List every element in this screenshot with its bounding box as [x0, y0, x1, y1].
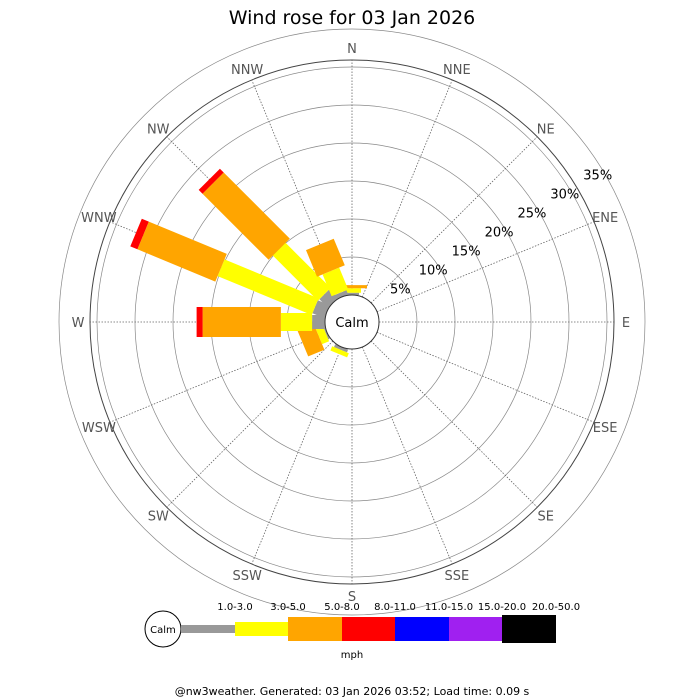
legend: Calm 1.0-3.0 3.0-5.0 5.0-8.0 8.0-11.0 11.0-15…: [144, 602, 580, 661]
legend-label: 15.0-20.0: [478, 602, 526, 613]
ring-label: 15%: [452, 245, 481, 260]
bar-wnw-bin-2: [137, 221, 227, 282]
bar-n-bin-0: [345, 292, 359, 295]
direction-label: NW: [147, 122, 170, 137]
direction-label: W: [72, 316, 85, 331]
bar-wnw-bin-1: [217, 259, 319, 315]
ring-labels: 5% 10% 15% 20%25% 30% 35%: [390, 169, 612, 298]
legend-label: 11.0-15.0: [425, 602, 473, 613]
bar-w-bin-3: [196, 307, 203, 337]
bar-nw-bin-3: [198, 168, 224, 194]
bar-nw-bin-2: [202, 172, 290, 260]
direction-spoke: [370, 136, 538, 304]
bar-ssw-bin-1: [330, 346, 349, 358]
legend-calm-label: Calm: [150, 625, 176, 636]
chart-title: Wind rose for 03 Jan 2026: [229, 7, 476, 29]
legend-swatch: [449, 617, 502, 641]
bar-w-bin-2: [202, 307, 281, 337]
bar-wnw-bin-3: [130, 218, 149, 250]
legend-label: 20.0-50.0: [532, 602, 580, 613]
bar-nnw-bin-0: [333, 290, 349, 300]
legend-swatch: [288, 617, 342, 641]
ring-label: 5%: [390, 283, 411, 298]
bar-ssw-bin-0: [334, 344, 349, 353]
direction-label: SW: [148, 510, 169, 525]
legend-unit: mph: [341, 650, 363, 661]
legend-swatch: [181, 625, 235, 633]
bar-nw-bin-1: [272, 242, 331, 301]
direction-label: SSE: [444, 569, 469, 584]
bar-w-bin-0: [312, 315, 325, 329]
bar-w-bin-1: [280, 313, 313, 331]
legend-swatch: [395, 617, 449, 641]
bar-wsw-bin-0: [323, 325, 330, 340]
ring-label: 30%: [550, 188, 579, 203]
direction-spoke: [361, 79, 453, 298]
legend-swatch: [342, 617, 395, 641]
bar-nnw-bin-2: [306, 238, 345, 277]
legend-swatch: [235, 622, 288, 636]
direction-spoke: [251, 346, 343, 565]
wind-bars: [130, 168, 367, 358]
legend-swatch: [502, 615, 556, 643]
direction-label: ESE: [593, 421, 618, 436]
direction-spoke: [370, 340, 538, 508]
legend-label: 3.0-5.0: [270, 602, 305, 613]
direction-label: WNW: [81, 211, 117, 226]
ring-label: 35%: [583, 169, 612, 184]
direction-label: S: [348, 590, 356, 605]
direction-spoke: [166, 340, 334, 508]
direction-spoke: [109, 331, 328, 423]
ring-label: 25%: [517, 207, 546, 222]
direction-label: WSW: [82, 421, 116, 436]
direction-label: SSW: [232, 569, 262, 584]
direction-label: NNW: [231, 63, 263, 78]
legend-label: 1.0-3.0: [217, 602, 252, 613]
direction-spoke: [376, 331, 595, 423]
legend-label: 8.0-11.0: [374, 602, 416, 613]
direction-label: NNE: [443, 63, 471, 78]
calm-label: Calm: [335, 316, 368, 331]
direction-label: ENE: [592, 211, 618, 226]
bar-wsw-bin-1: [315, 324, 330, 345]
ring-label: 10%: [419, 264, 448, 279]
bar-nnw-bin-1: [322, 267, 349, 297]
direction-labels: N NNE NE ENE E ESE SE SSE S SSW SW WSW W WNW NW NNW: [72, 42, 631, 605]
grid-ring: [58, 28, 646, 616]
grid-ring: [172, 142, 532, 502]
direction-label: E: [622, 316, 630, 331]
direction-label: NE: [537, 122, 555, 137]
footer-text: @nw3weather. Generated: 03 Jan 2026 03:5…: [175, 685, 530, 698]
direction-spoke: [361, 346, 453, 565]
ring-label: 20%: [485, 226, 514, 241]
direction-label: SE: [538, 510, 554, 525]
calm-circle: [324, 294, 380, 350]
legend-label: 5.0-8.0: [324, 602, 359, 613]
direction-spoke: [376, 221, 595, 313]
direction-label: N: [347, 42, 357, 57]
